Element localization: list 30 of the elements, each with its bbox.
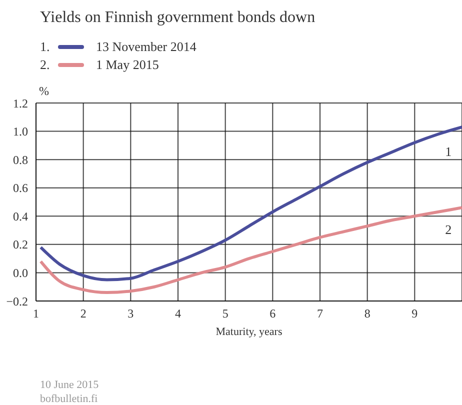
y-tick-label: 0.0 — [13, 266, 28, 280]
y-tick-label: 1.2 — [13, 96, 28, 110]
text: 10 June 2015 — [40, 378, 99, 392]
x-tick-label: 4 — [175, 306, 181, 321]
legend-label: 1 May 2015 — [96, 56, 159, 74]
y-tick-label: 0.2 — [13, 238, 28, 252]
x-tick-label: 1 — [33, 306, 39, 321]
x-tick-label: 2 — [80, 306, 86, 321]
line-series — [39, 126, 462, 282]
x-tick-label: 7 — [317, 306, 323, 321]
y-axis-title: % — [39, 84, 49, 99]
y-tick-label: 0.6 — [13, 181, 28, 196]
annotation: 2 — [445, 222, 452, 237]
x-tick-label: 9 — [412, 306, 418, 321]
chart-title: Yields on Finnish government bonds down — [40, 9, 316, 27]
text: 1. — [40, 38, 51, 56]
text: bofbulletin.fi — [40, 392, 99, 405]
x-tick-label: 5 — [222, 306, 228, 321]
x-tick-label: 3 — [128, 306, 134, 321]
legend-label: 13 November 2014 — [96, 38, 196, 56]
x-tick-label: 6 — [270, 306, 276, 321]
y-tick-label: 0.4 — [13, 209, 28, 224]
x-axis-title: Maturity, years — [216, 326, 282, 338]
line-series — [39, 206, 462, 294]
y-tick-label: 0.8 — [13, 152, 28, 167]
text: 2. — [40, 56, 51, 74]
y-tick-label: −0.2 — [6, 294, 28, 308]
y-tick-label: 1.0 — [13, 124, 28, 139]
x-tick-label: 8 — [364, 306, 370, 321]
annotation: 1 — [445, 144, 452, 160]
